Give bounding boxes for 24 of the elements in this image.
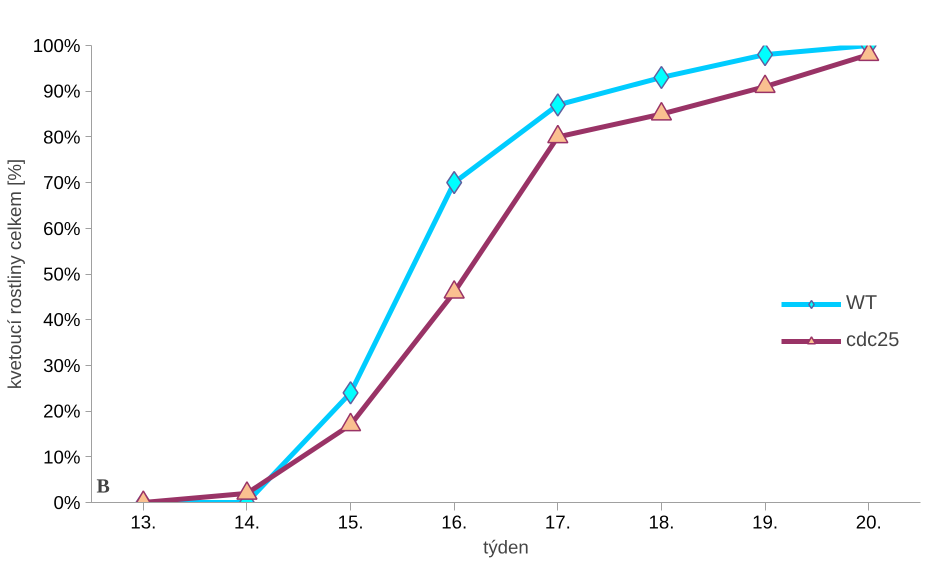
- x-tick-label: 18.: [648, 512, 674, 532]
- y-tick-label: 50%: [43, 264, 81, 284]
- x-tick-label: 17.: [544, 512, 571, 532]
- x-tick-label: 20.: [856, 512, 882, 532]
- y-tick-label: 20%: [43, 400, 81, 422]
- y-tick-label: 0%: [54, 492, 81, 513]
- annotation: B: [96, 476, 110, 498]
- y-tick-label: 100%: [32, 35, 81, 56]
- x-axis-title: týden: [483, 536, 529, 558]
- y-tick-label: 40%: [43, 309, 81, 330]
- x-tick-label: 16.: [441, 512, 468, 532]
- legend-label: WT: [846, 292, 878, 315]
- y-tick-label: 10%: [43, 446, 81, 468]
- x-tick-label: 19.: [752, 512, 778, 532]
- y-axis-title: kvetoucí rostliny celkem [%]: [4, 158, 25, 390]
- x-tick-label: 15.: [338, 512, 364, 532]
- y-tick-label: 70%: [43, 172, 81, 194]
- x-tick-label: 14.: [234, 512, 260, 532]
- y-tick-label: 60%: [43, 218, 81, 239]
- legend-label: cdc25: [846, 329, 900, 352]
- y-tick-label: 90%: [43, 80, 81, 102]
- y-tick-label: 80%: [43, 126, 81, 148]
- x-tick-label: 13.: [130, 512, 156, 532]
- y-tick-label: 30%: [43, 354, 81, 376]
